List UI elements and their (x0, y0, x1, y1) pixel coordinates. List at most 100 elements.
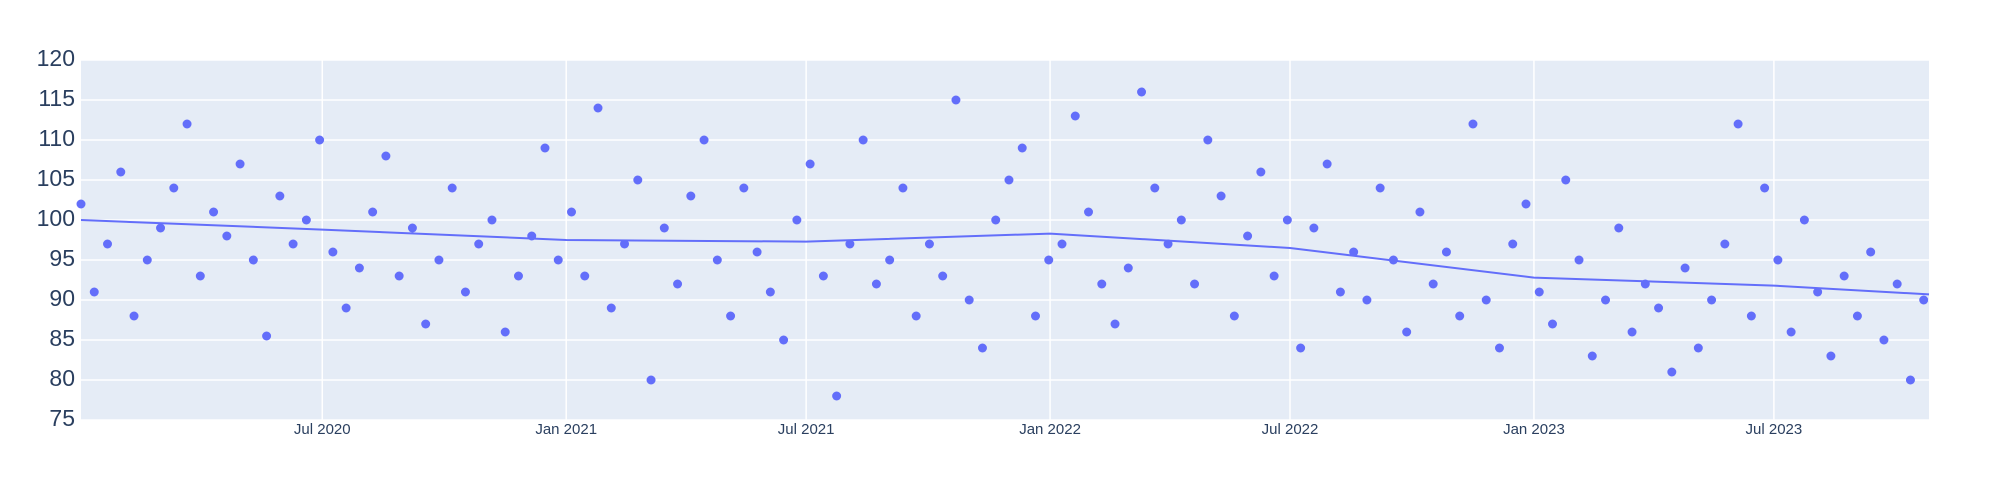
data-point (1216, 191, 1226, 201)
data-point (765, 287, 775, 297)
data-point (209, 207, 219, 217)
data-point (381, 151, 391, 161)
data-point (1349, 247, 1359, 257)
data-point (474, 239, 484, 249)
data-point (460, 287, 470, 297)
data-point (341, 303, 351, 313)
data-point (103, 239, 113, 249)
data-point (1534, 287, 1544, 297)
x-tick-label: Jan 2022 (1019, 421, 1081, 438)
data-point (845, 239, 855, 249)
y-tick-label: 100 (37, 205, 75, 231)
y-tick-label: 95 (49, 245, 75, 271)
data-point (156, 223, 166, 233)
data-point (792, 215, 802, 225)
data-point (686, 191, 696, 201)
data-point (1176, 215, 1186, 225)
data-point (1229, 311, 1239, 321)
y-tick-label: 115 (38, 85, 75, 111)
data-point (76, 199, 86, 209)
data-point (1839, 271, 1849, 281)
data-point (1375, 183, 1385, 193)
data-point (288, 239, 298, 249)
data-point (315, 135, 325, 145)
data-point (1190, 279, 1200, 289)
data-point (1746, 311, 1756, 321)
data-point (275, 191, 285, 201)
data-point (553, 255, 563, 265)
trend-line (80, 219, 1930, 296)
x-tick-label: Jul 2021 (778, 421, 835, 438)
data-point (1614, 223, 1624, 233)
data-point (1548, 319, 1558, 329)
data-point (1335, 287, 1345, 297)
data-point (924, 239, 934, 249)
data-point (977, 343, 987, 353)
y-tick-label: 80 (49, 365, 75, 391)
data-point (858, 135, 868, 145)
data-point (779, 335, 789, 345)
data-point (1866, 247, 1876, 257)
data-point (513, 271, 523, 281)
data-point (1309, 223, 1319, 233)
data-point (1243, 231, 1253, 241)
data-point (911, 311, 921, 321)
x-tick-label: Jul 2020 (294, 421, 351, 438)
x-tick-label: Jan 2023 (1503, 421, 1565, 438)
data-point (421, 319, 431, 329)
data-point (752, 247, 762, 257)
data-point (235, 159, 245, 169)
y-tick-label: 110 (38, 125, 75, 151)
y-tick-label: 90 (49, 285, 75, 311)
data-point (500, 327, 510, 337)
data-point (1150, 183, 1160, 193)
data-point (407, 223, 417, 233)
y-tick-label: 105 (37, 165, 75, 191)
data-point (487, 215, 497, 225)
data-point (938, 271, 948, 281)
data-point (1680, 263, 1690, 273)
data-point (1030, 311, 1040, 321)
data-point (673, 279, 683, 289)
data-point (1203, 135, 1213, 145)
data-point (447, 183, 457, 193)
data-point (1097, 279, 1107, 289)
data-point (567, 207, 577, 217)
data-point (1720, 239, 1730, 249)
data-point (1627, 327, 1637, 337)
data-point (89, 287, 99, 297)
data-point (659, 223, 669, 233)
data-point (262, 331, 272, 341)
data-point (1587, 351, 1597, 361)
data-point (1044, 255, 1054, 265)
plot-background (81, 60, 1929, 420)
data-point (1123, 263, 1133, 273)
data-point (248, 255, 258, 265)
data-point (1362, 295, 1372, 305)
x-tick-label: Jul 2023 (1746, 421, 1803, 438)
data-point (1494, 343, 1504, 353)
data-point (169, 183, 179, 193)
data-point (1017, 143, 1027, 153)
data-point (368, 207, 378, 217)
data-point (1415, 207, 1425, 217)
data-point (1693, 343, 1703, 353)
x-tick-label: Jan 2021 (535, 421, 597, 438)
data-point (1905, 375, 1915, 385)
data-point (805, 159, 815, 169)
data-point (129, 311, 139, 321)
data-point (1707, 295, 1717, 305)
data-point (182, 119, 192, 129)
data-point (540, 143, 550, 153)
data-point (142, 255, 152, 265)
data-point (620, 239, 630, 249)
data-point (712, 255, 722, 265)
data-point (222, 231, 232, 241)
data-point (1468, 119, 1478, 129)
data-point (1773, 255, 1783, 265)
data-point (646, 375, 656, 385)
data-point (394, 271, 404, 281)
data-point (832, 391, 842, 401)
